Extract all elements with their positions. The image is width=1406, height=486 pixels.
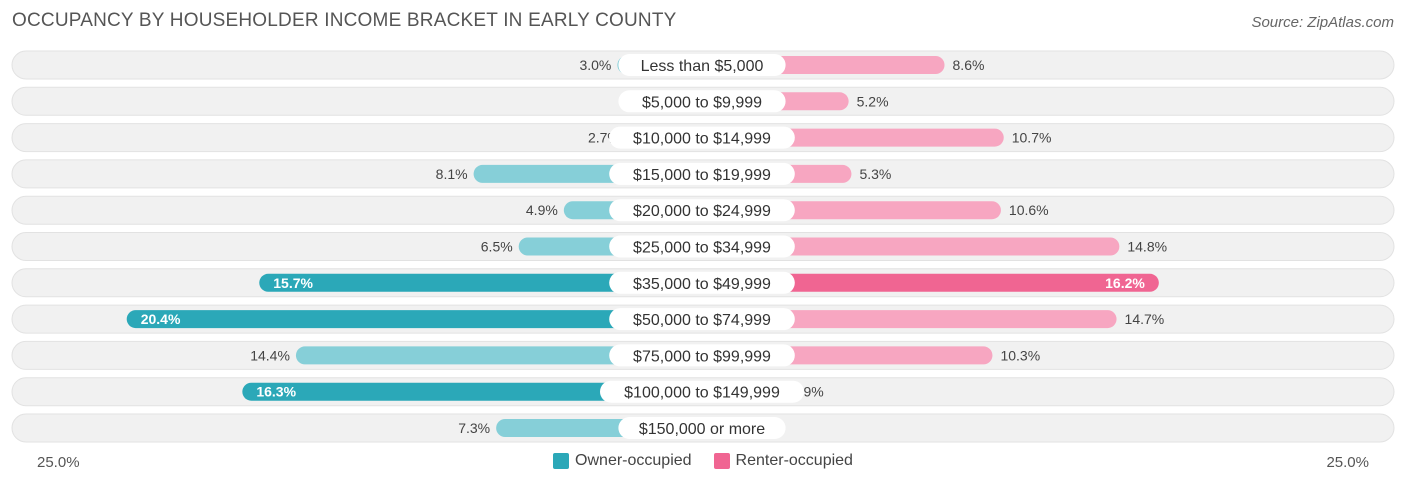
owner-bar — [126, 310, 703, 329]
owner-value-label: 6.5% — [481, 239, 513, 255]
legend-label-owner: Owner-occupied — [575, 452, 692, 469]
owner-value-label: 14.4% — [250, 347, 290, 363]
legend-item-renter[interactable]: Renter-occupied — [713, 452, 853, 470]
category-pill — [600, 380, 804, 403]
category-pill — [609, 344, 795, 367]
category-pill — [618, 417, 786, 439]
legend-item-owner[interactable]: Owner-occupied — [553, 452, 692, 470]
legend-label-renter: Renter-occupied — [735, 452, 853, 469]
category-label: $10,000 to $14,999 — [633, 131, 771, 148]
category-label: $100,000 to $149,999 — [624, 385, 780, 402]
legend-swatch-renter — [713, 453, 730, 469]
chart-source: Source: ZipAtlas.com — [1251, 14, 1394, 31]
renter-value-label: 16.2% — [1105, 275, 1145, 291]
owner-bar — [259, 273, 702, 292]
category-label: $150,000 or more — [639, 421, 765, 438]
renter-value-label: 10.6% — [1009, 202, 1049, 218]
axis-right-label: 25.0% — [1326, 454, 1369, 471]
category-label: $35,000 to $49,999 — [633, 276, 771, 293]
category-pill — [609, 126, 795, 149]
axis-left-label: 25.0% — [37, 454, 80, 471]
owner-value-label: 16.3% — [256, 384, 296, 400]
category-pill — [609, 308, 795, 331]
chart-title: OCCUPANCY BY HOUSEHOLDER INCOME BRACKET … — [12, 10, 677, 31]
category-label: $20,000 to $24,999 — [633, 203, 771, 220]
category-pill — [609, 162, 795, 185]
category-pill — [609, 271, 795, 294]
owner-value-label: 7.3% — [458, 420, 490, 436]
renter-bar — [702, 310, 1117, 329]
legend: Owner-occupied Renter-occupied — [0, 452, 1406, 470]
owner-value-label: 15.7% — [273, 275, 313, 291]
renter-value-label: 8.6% — [953, 57, 985, 73]
legend-swatch-owner — [553, 453, 570, 469]
owner-value-label: 20.4% — [141, 311, 181, 327]
category-label: $50,000 to $74,999 — [633, 312, 771, 329]
owner-value-label: 4.9% — [526, 202, 558, 218]
renter-value-label: 5.2% — [857, 93, 889, 109]
owner-value-label: 8.1% — [436, 166, 468, 182]
renter-value-label: 10.3% — [1000, 347, 1040, 363]
renter-value-label: 10.7% — [1012, 130, 1052, 146]
category-label: $5,000 to $9,999 — [642, 94, 762, 111]
category-pill — [618, 90, 786, 113]
category-label: Less than $5,000 — [641, 58, 764, 75]
renter-bar — [702, 237, 1120, 256]
renter-bar — [702, 273, 1159, 292]
owner-bar — [242, 382, 702, 401]
category-label: $15,000 to $19,999 — [633, 167, 771, 184]
owner-bar — [295, 346, 702, 365]
owner-value-label: 3.0% — [579, 57, 611, 73]
renter-value-label: 14.8% — [1127, 239, 1167, 255]
category-pill — [609, 199, 795, 222]
category-pill — [609, 235, 795, 258]
category-label: $25,000 to $34,999 — [633, 240, 771, 257]
category-label: $75,000 to $99,999 — [633, 348, 771, 365]
renter-value-label: 14.7% — [1125, 311, 1165, 327]
renter-value-label: 5.3% — [859, 166, 891, 182]
category-pill — [618, 54, 786, 76]
